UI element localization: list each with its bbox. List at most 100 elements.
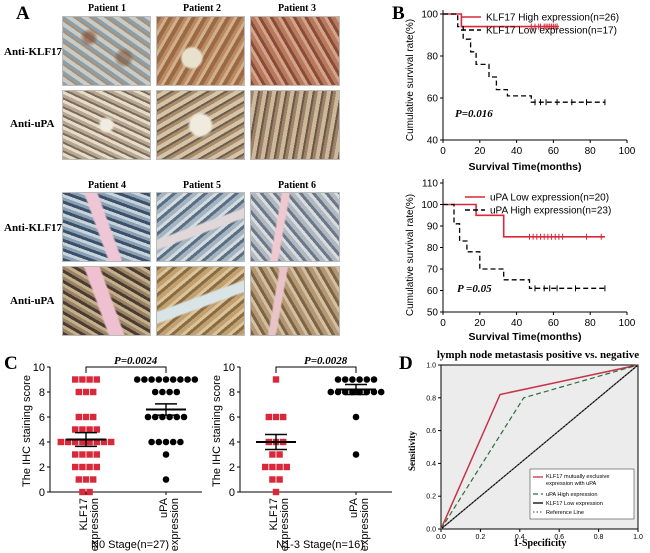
dot-n13-point-1-0-3	[356, 376, 363, 383]
row-label-anti-klf17-top: Anti-KLF17	[4, 46, 63, 58]
dot-n0-point-0-4-0	[57, 438, 64, 446]
micrograph-p2-upa	[156, 90, 245, 160]
roc-xtick-label-0: 0.0	[436, 534, 446, 541]
dot-n0-points	[57, 376, 199, 496]
km-upa-ytick-label-5: 100	[421, 200, 438, 211]
micrograph-p1-upa	[62, 90, 151, 160]
dot-n0-point-0-3-3	[93, 426, 100, 433]
micrograph-p1-klf17	[62, 16, 151, 86]
km-klf17-legend-label-0: KLF17 High expression(n=26)	[486, 13, 619, 24]
km-klf17-ytick-label-0: 40	[427, 136, 439, 147]
km-upa-xtick-label-3: 60	[548, 318, 560, 329]
roc-legend-label-2: KLF17 Low expression	[546, 501, 603, 507]
micrograph-p2-klf17	[156, 16, 245, 86]
km-upa-ylabel: Cumulative survival rate(%)	[405, 194, 416, 316]
km-klf17-pvalue: P=0.016	[455, 108, 493, 120]
km-klf17-axes: 40 60 80 100 0 20 40 60 80 100	[421, 10, 635, 158]
dot-n13-ytick-label-2: 4	[229, 437, 235, 449]
km-upa-xlabel: Survival Time(months)	[469, 331, 582, 343]
dot-n0-point-0-0-0	[72, 376, 79, 383]
roc-legend-label-0: KLF17 mutually exclusive expression with …	[546, 474, 609, 487]
km-chart-upa: 50 60 70 80 90 100 110 0 20 40 60 80 100 uPA Low exp…	[405, 179, 636, 344]
dot-n13-bracket	[275, 366, 357, 373]
dot-n0-category-label-1: uPAexpression	[158, 497, 181, 551]
dot-n0-bracket	[85, 366, 167, 373]
km-upa-series-0	[443, 203, 605, 238]
km-klf17-ytick-label-1: 60	[427, 94, 439, 105]
micrograph-p4-upa	[62, 266, 151, 336]
km-klf17-lines	[443, 13, 605, 103]
km-klf17-censors	[530, 23, 606, 106]
roc-xlabel: 1-Specificity	[514, 538, 567, 549]
km-klf17-xtick-label-1: 20	[474, 146, 486, 157]
dot-n0-point-0-4-5	[93, 438, 100, 446]
dot-n0-point-0-4-7	[108, 438, 115, 446]
km-klf17-legend-label-1: KLF17 Low expression(n=17)	[486, 26, 617, 37]
dot-n0-point-1-3-4	[177, 438, 184, 446]
dot-n0-point-1-3-3	[169, 438, 177, 446]
dot-n0-point-1-5-0	[162, 476, 170, 483]
dot-n13-axes: 0 2 4 6 8 10 KLF17expression uPAexpression	[223, 362, 392, 551]
dot-n0-point-0-6-3	[93, 463, 100, 471]
dot-n13-ylabel: The IHC staining score	[211, 375, 223, 487]
dot-n0-point-0-5-1	[79, 451, 86, 458]
dot-n0-point-1-0-2	[148, 376, 155, 383]
dot-n0-point-0-2-0	[75, 413, 82, 421]
km-klf17-xlabel: Survival Time(months)	[469, 161, 582, 173]
dot-n0-pvalue: P=0.0024	[114, 355, 158, 367]
dot-n13-point-0-1-2	[280, 413, 287, 421]
dot-n13-point-0-3-1	[276, 451, 283, 458]
dot-n0-point-0-0-2	[86, 376, 93, 383]
dot-n0-point-0-5-3	[93, 451, 100, 458]
dot-chart-n13: 0 2 4 6 8 10 KLF17expression uPAexpression The …	[211, 355, 392, 551]
micrograph-p3-upa	[250, 90, 340, 160]
dot-n13-point-1-0-1	[341, 376, 349, 383]
roc-lines	[440, 364, 639, 530]
dot-n0-point-0-7-0	[75, 476, 82, 483]
dot-n13-point-0-5-0	[269, 476, 276, 483]
km-upa-censors	[528, 233, 606, 292]
dot-n0-point-1-1-3	[173, 388, 181, 396]
dot-n0-point-1-0-3	[155, 376, 163, 383]
dot-n0-ytick-label-2: 4	[39, 437, 45, 449]
dot-n0-stats	[66, 366, 186, 448]
dot-n0-point-1-0-4	[162, 376, 170, 383]
km-upa-ytick-label-2: 70	[427, 265, 439, 276]
patient-6-label: Patient 6	[277, 180, 317, 191]
roc-xtick-label-2: 0.4	[515, 534, 525, 541]
roc-legend-label-1: uPA High expression	[546, 492, 598, 498]
dot-n0-ytick-label-0: 0	[39, 487, 45, 499]
dot-n0-point-0-4-4	[86, 438, 93, 446]
dot-n13-point-0-0-0	[272, 376, 280, 383]
dot-n0-point-1-4-0	[162, 451, 170, 458]
dot-n0-point-0-1-1	[82, 388, 90, 396]
km-upa-pvalue: P =0.05	[457, 283, 492, 295]
dot-n0-point-0-2-1	[82, 413, 90, 421]
dot-n0-category-label-0: KLF17expression	[78, 498, 101, 551]
dot-n0-point-0-3-2	[86, 426, 93, 433]
roc-ytick-label-1: 0.2	[426, 494, 436, 501]
dot-n0-point-1-0-6	[177, 376, 184, 383]
dot-n0-point-1-0-8	[191, 376, 199, 383]
dot-n13-ytick-label-3: 6	[229, 412, 235, 424]
dot-n0-point-0-1-2	[90, 388, 97, 396]
dot-n13-point-0-4-0	[262, 463, 269, 471]
km-upa-xtick-label-4: 80	[585, 318, 597, 329]
patient-1-label: Patient 1	[87, 3, 127, 14]
dot-n0-point-0-0-1	[79, 376, 86, 383]
dot-n13-point-1-1-7	[377, 388, 385, 396]
dot-n13-xlabel: N1-3 Stage(n=16)	[276, 539, 364, 551]
dot-n0-point-1-3-0	[148, 438, 155, 446]
km-klf17-xtick-label-4: 80	[585, 146, 597, 157]
dot-n0-point-0-6-2	[86, 463, 93, 471]
dot-n0-point-1-1-0	[151, 388, 159, 396]
dot-n0-ytick-label-1: 2	[39, 462, 45, 474]
dot-n13-ytick-label-4: 8	[229, 387, 235, 399]
dot-n0-point-0-4-1	[64, 438, 72, 446]
panel-letter-a: A	[16, 3, 30, 24]
km-upa-xtick-label-2: 40	[511, 318, 523, 329]
roc-legend-label-3: Reference Line	[546, 510, 584, 516]
dot-n13-point-1-0-5	[370, 376, 378, 383]
km-chart-klf17: 40 60 80 100 0 20 40 60 80 100 KLF17 High express…	[405, 10, 636, 174]
km-upa-xtick-label-0: 0	[440, 318, 446, 329]
